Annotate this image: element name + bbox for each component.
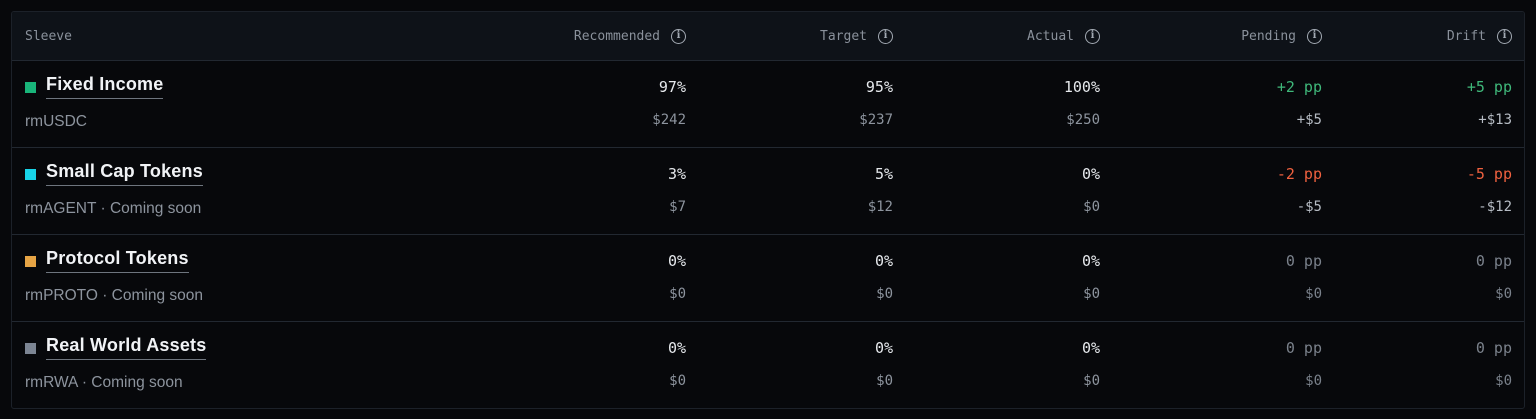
target-usd: $0	[876, 373, 893, 389]
recommended-pct: 97%	[658, 78, 686, 96]
recommended-pct: 0%	[667, 339, 686, 357]
table-row: Real World Assets rmRWA · Coming soon 0%…	[12, 322, 1524, 408]
recommended-usd: $0	[669, 286, 686, 302]
header-actual: Actual i	[1027, 12, 1100, 60]
drift-pp: +5 pp	[1466, 78, 1512, 96]
sleeve-color-swatch	[25, 169, 36, 180]
table-header: Sleeve Recommended i Target i Actual i P…	[12, 12, 1524, 61]
table-row: Protocol Tokens rmPROTO · Coming soon 0%…	[12, 235, 1524, 322]
pending-pp: -2 pp	[1276, 165, 1322, 183]
recommended-info-icon[interactable]: i	[671, 28, 686, 44]
header-pending: Pending i	[1241, 12, 1322, 60]
header-sleeve: Sleeve	[25, 12, 72, 60]
sleeve-subtitle: rmAGENT · Coming soon	[25, 200, 202, 217]
sleeve-name-link[interactable]: Small Cap Tokens	[46, 161, 203, 186]
header-recommended: Recommended i	[574, 12, 686, 60]
recommended-pct: 0%	[667, 252, 686, 270]
pending-usd: +$5	[1296, 112, 1322, 128]
actual-pct: 100%	[1063, 78, 1100, 96]
sleeve-subtitle: rmPROTO · Coming soon	[25, 287, 204, 304]
actual-pct: 0%	[1081, 339, 1100, 357]
header-sleeve-label: Sleeve	[25, 28, 72, 44]
header-actual-label: Actual	[1027, 28, 1074, 44]
pending-pp: 0 pp	[1285, 339, 1322, 357]
recommended-usd: $7	[669, 199, 686, 215]
pending-pp: 0 pp	[1285, 252, 1322, 270]
sleeve-name-link[interactable]: Protocol Tokens	[46, 248, 189, 273]
target-pct: 0%	[874, 339, 893, 357]
sleeve-name-link[interactable]: Real World Assets	[46, 335, 207, 360]
sleeve-color-swatch	[25, 82, 36, 93]
sleeve-subtitle: rmRWA · Coming soon	[25, 374, 183, 391]
table-row: Fixed Income rmUSDC 97% $242 95% $237 10…	[12, 61, 1524, 148]
drift-usd: $0	[1495, 286, 1512, 302]
pending-usd: $0	[1305, 286, 1322, 302]
target-pct: 0%	[874, 252, 893, 270]
target-info-icon[interactable]: i	[878, 28, 893, 44]
drift-pp: 0 pp	[1475, 252, 1512, 270]
drift-pp: -5 pp	[1466, 165, 1512, 183]
actual-usd: $250	[1066, 112, 1100, 128]
header-drift-label: Drift	[1446, 28, 1486, 44]
drift-usd: -$12	[1478, 199, 1512, 215]
sleeve-subtitle: rmUSDC	[25, 113, 87, 130]
target-pct: 95%	[865, 78, 893, 96]
actual-pct: 0%	[1081, 252, 1100, 270]
header-target-label: Target	[820, 28, 867, 44]
actual-usd: $0	[1083, 199, 1100, 215]
pending-info-icon[interactable]: i	[1307, 28, 1322, 44]
drift-pp: 0 pp	[1475, 339, 1512, 357]
target-usd: $0	[876, 286, 893, 302]
actual-pct: 0%	[1081, 165, 1100, 183]
pending-usd: $0	[1305, 373, 1322, 389]
drift-usd: $0	[1495, 373, 1512, 389]
actual-usd: $0	[1083, 373, 1100, 389]
target-usd: $12	[867, 199, 893, 215]
actual-info-icon[interactable]: i	[1085, 28, 1100, 44]
header-drift: Drift i	[1447, 12, 1512, 60]
sleeve-allocation-table: Sleeve Recommended i Target i Actual i P…	[11, 11, 1525, 409]
pending-usd: -$5	[1296, 199, 1322, 215]
header-target: Target i	[820, 12, 893, 60]
recommended-usd: $0	[669, 373, 686, 389]
target-pct: 5%	[874, 165, 893, 183]
target-usd: $237	[859, 112, 893, 128]
header-pending-label: Pending	[1241, 28, 1296, 44]
actual-usd: $0	[1083, 286, 1100, 302]
recommended-usd: $242	[652, 112, 686, 128]
sleeve-name-link[interactable]: Fixed Income	[46, 74, 164, 99]
recommended-pct: 3%	[667, 165, 686, 183]
table-row: Small Cap Tokens rmAGENT · Coming soon 3…	[12, 148, 1524, 235]
sleeve-color-swatch	[25, 256, 36, 267]
header-recommended-label: Recommended	[573, 28, 660, 44]
drift-info-icon[interactable]: i	[1497, 28, 1512, 44]
pending-pp: +2 pp	[1276, 78, 1322, 96]
drift-usd: +$13	[1478, 112, 1512, 128]
sleeve-color-swatch	[25, 343, 36, 354]
